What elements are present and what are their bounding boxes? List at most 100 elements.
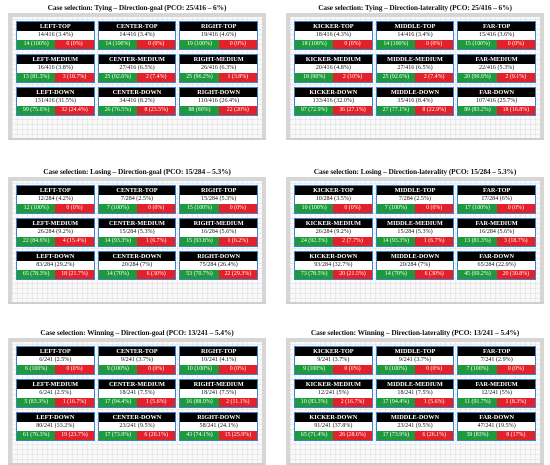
zone-outcome-bar: 10 (83.3%) 2 (16.7%) xyxy=(295,398,372,407)
zone-cell: LEFT-TOP 6/241 (2.5%) 6 (100%) 0 (0%) xyxy=(16,346,95,375)
zone-total: 23/241 (9.5%) xyxy=(119,423,155,429)
zone-name: RIGHT-DOWN xyxy=(180,88,257,97)
zone-success: 24 (92.3%) xyxy=(295,237,334,246)
zone-cell: CENTER-TOP 14/416 (3.4%) 14 (100%) 0 (0%) xyxy=(97,21,177,50)
zone-name: FAR-MEDIUM xyxy=(458,55,535,64)
zone-name: RIGHT-DOWN xyxy=(180,413,257,422)
zone-success: 20 (90.9%) xyxy=(458,73,497,82)
zone-cell: LEFT-TOP 14/416 (3.4%) 14 (100%) 0 (0%) xyxy=(16,21,95,50)
zone-total: 18/416 (4.3%) xyxy=(315,32,351,38)
zone-name: LEFT-MEDIUM xyxy=(17,380,94,389)
zone-outcome-bar: 9 (100%) 0 (0%) xyxy=(295,365,372,374)
zone-outcome-bar: 19 (100%) 0 (0%) xyxy=(180,40,257,49)
zone-name: LEFT-TOP xyxy=(17,22,94,31)
zone-total: 20/284 (7%) xyxy=(121,262,153,268)
zone-name: CENTER-TOP xyxy=(98,347,176,356)
zone-fail: 0 (0%) xyxy=(333,365,372,374)
zone-name: FAR-TOP xyxy=(458,186,535,195)
zone-fail: 1 (6.2%) xyxy=(218,237,257,246)
zone-success: 17 (94.4%) xyxy=(376,398,415,407)
zone-cell: RIGHT-DOWN 58/241 (24.1%) 43 (74.1%) 15 (25… xyxy=(179,412,258,441)
zone-outcome-bar: 25 (92.6%) 2 (7.4%) xyxy=(376,73,454,82)
zone-cell: LEFT-MEDIUM 6/241 (2.5%) 5 (83.3%) 1 (16.7%… xyxy=(16,379,95,408)
zone-name: KICKER-MEDIUM xyxy=(295,380,372,389)
zone-outcome-bar: 14 (93.3%) 1 (6.7%) xyxy=(98,237,176,246)
zone-cell: KICKER-MEDIUM 12/241 (5%) 10 (83.3%) 2 (16.… xyxy=(294,379,373,408)
zone-fail: 18 (21.7%) xyxy=(55,270,94,279)
goal-frame: LEFT-TOP 6/241 (2.5%) 6 (100%) 0 (0%) CENTER… xyxy=(8,338,266,465)
zone-name: KICKER-TOP xyxy=(295,22,372,31)
zone-success: 18 (100%) xyxy=(295,40,334,49)
zone-success: 43 (74.1%) xyxy=(180,431,219,440)
zone-fail: 0 (0%) xyxy=(137,40,176,49)
zone-grid: LEFT-TOP 14/416 (3.4%) 14 (100%) 0 (0%) CENT… xyxy=(16,21,258,116)
zone-fail: 26 (28.6%) xyxy=(333,431,372,440)
zone-total: 80/241 (33.2%) xyxy=(36,423,75,429)
zone-total: 17/284 (6%) xyxy=(481,196,512,202)
zone-success: 7 (100%) xyxy=(98,204,137,213)
zone-success: 9 (100%) xyxy=(376,365,415,374)
zone-success: 10 (100%) xyxy=(180,365,219,374)
zone-fail: 0 (0%) xyxy=(496,40,535,49)
zone-total: 9/241 (3.7%) xyxy=(398,357,432,363)
zone-success: 17 (94.4%) xyxy=(98,398,137,407)
zone-success: 99 (75.6%) xyxy=(17,106,56,115)
zone-cell: FAR-DOWN 65/284 (22.9%) 45 (69.2%) 20 (30.8… xyxy=(457,251,536,280)
zone-total: 10/241 (4.1%) xyxy=(201,357,237,363)
zone-cell: FAR-TOP 17/284 (6%) 17 (100%) 0 (0%) xyxy=(457,185,536,214)
zone-outcome-bar: 88 (80%) 22 (20%) xyxy=(180,106,257,115)
zone-fail: 0 (0%) xyxy=(333,204,372,213)
zone-outcome-bar: 14 (100%) 0 (0%) xyxy=(376,40,454,49)
zone-name: LEFT-DOWN xyxy=(17,88,94,97)
panel-title: Case selection: Winning – Direction-goal… xyxy=(40,328,234,337)
zone-name: MIDDLE-TOP xyxy=(376,22,454,31)
zone-fail: 3 (18.7%) xyxy=(55,73,94,82)
zone-success: 89 (83.2%) xyxy=(458,106,497,115)
zone-total: 10/284 (3.5%) xyxy=(315,196,351,202)
zone-fail: 32 (24.4%) xyxy=(55,106,94,115)
zone-total: 91/241 (37.8%) xyxy=(314,423,353,429)
zone-outcome-bar: 89 (83.2%) 18 (16.8%) xyxy=(458,106,535,115)
goal-frame: KICKER-TOP 9/241 (3.7%) 9 (100%) 0 (0%) MIDD… xyxy=(286,338,544,465)
zone-name: KICKER-DOWN xyxy=(295,252,372,261)
zone-total: 16/284 (5.6%) xyxy=(201,229,237,235)
zone-outcome-bar: 22 (84.6%) 4 (15.4%) xyxy=(17,237,94,246)
zone-grid: LEFT-TOP 6/241 (2.5%) 6 (100%) 0 (0%) CENTER… xyxy=(16,346,258,441)
zone-success: 7 (100%) xyxy=(376,204,415,213)
zone-total: 9/241 (3.7%) xyxy=(317,357,350,363)
zone-fail: 6 (26.1%) xyxy=(415,431,454,440)
zone-cell: RIGHT-TOP 15/284 (5.3%) 15 (100%) 0 (0%) xyxy=(179,185,258,214)
goal-frame: LEFT-TOP 12/284 (4.2%) 12 (100%) 0 (0%) CENT… xyxy=(8,177,266,304)
zone-cell: LEFT-TOP 12/284 (4.2%) 12 (100%) 0 (0%) xyxy=(16,185,95,214)
zone-fail: 1 (3.8%) xyxy=(218,73,257,82)
zone-fail: 0 (0%) xyxy=(55,365,94,374)
zone-outcome-bar: 14 (100%) 0 (0%) xyxy=(17,40,94,49)
zone-total: 75/284 (26.4%) xyxy=(199,262,238,268)
zone-name: CENTER-MEDIUM xyxy=(98,55,176,64)
zone-outcome-bar: 97 (72.9%) 36 (27.1%) xyxy=(295,106,372,115)
zone-success: 16 (88.9%) xyxy=(180,398,219,407)
zone-outcome-bar: 7 (100%) 0 (0%) xyxy=(98,204,176,213)
zone-name: RIGHT-MEDIUM xyxy=(180,55,257,64)
zone-cell: MIDDLE-DOWN 35/416 (8.4%) 27 (77.1%) 8 (22.… xyxy=(375,87,455,116)
zone-outcome-bar: 18 (90%) 2 (10%) xyxy=(295,73,372,82)
zone-total: 15/416 (3.6%) xyxy=(479,32,515,38)
zone-cell: RIGHT-MEDIUM 16/284 (5.6%) 15 (93.8%) 1 (6.… xyxy=(179,218,258,247)
zone-total: 7/284 (2.5%) xyxy=(120,196,154,202)
zone-total: 93/284 (32.7%) xyxy=(314,262,353,268)
zone-outcome-bar: 13 (81.3%) 3 (18.7%) xyxy=(458,237,535,246)
zone-fail: 19 (23.7%) xyxy=(55,431,94,440)
zone-total: 14/416 (3.4%) xyxy=(397,32,433,38)
zone-cell: MIDDLE-TOP 9/241 (3.7%) 9 (100%) 0 (0%) xyxy=(375,346,455,375)
zone-name: FAR-MEDIUM xyxy=(458,219,535,228)
zone-cell: MIDDLE-DOWN 20/284 (7%) 14 (70%) 6 (30%) xyxy=(375,251,455,280)
zone-success: 9 (100%) xyxy=(295,365,334,374)
zone-fail: 0 (0%) xyxy=(218,204,257,213)
zone-outcome-bar: 27 (77.1%) 8 (22.9%) xyxy=(376,106,454,115)
zone-outcome-bar: 39 (83%) 8 (17%) xyxy=(458,431,535,440)
zone-name: MIDDLE-DOWN xyxy=(376,88,454,97)
zone-fail: 8 (22.9%) xyxy=(415,106,454,115)
zone-fail: 0 (0%) xyxy=(137,204,176,213)
zone-fail: 0 (0%) xyxy=(218,365,257,374)
panel-losing-laterality: Case selection: Losing – Direction-later… xyxy=(284,166,546,304)
